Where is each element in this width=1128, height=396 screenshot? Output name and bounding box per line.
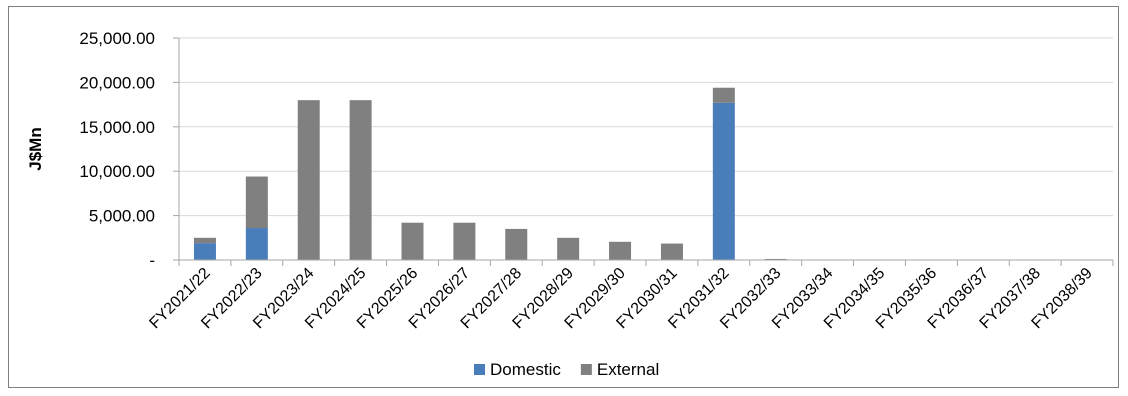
bar-domestic-FY2031-32 bbox=[712, 102, 735, 260]
y-tick-label: 20,000.00 bbox=[79, 73, 155, 92]
legend-label-external: External bbox=[597, 360, 659, 379]
y-axis-tick-labels: - 5,000.00 10,000.00 15,000.00 20,000.00 25,0… bbox=[79, 29, 155, 270]
bar-external-FY2024-25 bbox=[349, 100, 372, 260]
bar-external-FY2031-32 bbox=[712, 87, 735, 103]
bar-external-FY2023-24 bbox=[297, 100, 320, 260]
y-tick-label: 15,000.00 bbox=[79, 118, 155, 137]
y-axis-label: J$Mn bbox=[26, 127, 45, 170]
bar-external-FY2032-33 bbox=[764, 258, 787, 260]
bar-domestic-FY2021-22 bbox=[193, 243, 216, 260]
y-tick-label: 25,000.00 bbox=[79, 29, 155, 48]
bar-external-FY2022-23 bbox=[245, 176, 268, 229]
legend-swatch-domestic bbox=[474, 364, 485, 375]
chart-frame: - 5,000.00 10,000.00 15,000.00 20,000.00 25,0… bbox=[8, 6, 1119, 388]
legend-swatch-external bbox=[580, 364, 592, 375]
bar-external-FY2021-22 bbox=[193, 237, 216, 244]
axes bbox=[173, 37, 1114, 266]
bars bbox=[193, 87, 1099, 261]
y-tick-label: - bbox=[149, 251, 155, 270]
x-axis-tick-labels: FY2021/22FY2022/23FY2023/24FY2024/25FY20… bbox=[146, 265, 1096, 332]
gridlines bbox=[179, 37, 1113, 217]
bar-external-FY2028-29 bbox=[557, 237, 580, 260]
bar-domestic-FY2022-23 bbox=[245, 228, 268, 260]
bar-external-FY2027-28 bbox=[505, 228, 528, 260]
y-tick-label: 10,000.00 bbox=[79, 162, 155, 181]
bar-external-FY2029-30 bbox=[609, 241, 632, 260]
bar-external-FY2026-27 bbox=[453, 222, 476, 260]
legend: Domestic External bbox=[474, 360, 659, 379]
legend-label-domestic: Domestic bbox=[490, 360, 561, 379]
y-tick-label: 5,000.00 bbox=[89, 207, 155, 226]
stacked-bar-chart: - 5,000.00 10,000.00 15,000.00 20,000.00 25,0… bbox=[26, 29, 1114, 379]
bar-external-FY2030-31 bbox=[660, 243, 683, 260]
bar-external-FY2025-26 bbox=[401, 222, 424, 260]
